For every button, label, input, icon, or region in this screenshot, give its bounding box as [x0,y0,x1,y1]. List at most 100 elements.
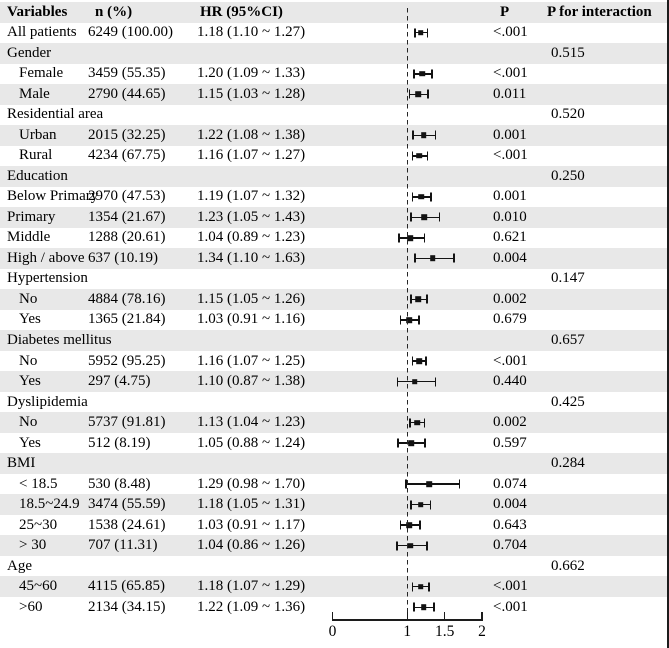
ci-cap-high [425,541,428,551]
hr-point-marker [408,440,414,446]
row-n-value: 2790 (44.65) [88,85,166,102]
table-row: 45~60 4115 (65.85) 1.18 (1.07 ~ 1.29) <.001 [0,576,667,597]
row-plot-cell [332,248,490,269]
row-p-interaction-value: 0.657 [551,332,585,348]
row-plot-cell [332,392,490,413]
header-row: Variables n (%) HR (95%CI) P P for inter… [0,2,667,23]
row-p-interaction-value: 0.662 [551,557,585,574]
row-label: Primary [7,208,56,225]
row-p-value: 0.679 [493,311,527,328]
hr-point-marker [417,583,424,590]
hr-point-marker [426,481,432,487]
row-n-value: 530 (8.48) [88,475,151,492]
ci-cap-high [424,438,427,448]
ci-cap-high [428,582,430,592]
hr-point-marker [414,419,420,426]
x-axis-tick [406,612,408,621]
x-axis-tick-label: 2 [478,623,486,640]
row-n-value: 4234 (67.75) [88,147,166,164]
table-row: Urban 2015 (32.25) 1.22 (1.08 ~ 1.38) 0.001 [0,125,667,146]
row-hr-ci-text: 1.05 (0.88 ~ 1.24) [197,434,306,451]
hr-point-marker [407,542,414,549]
row-n-value: 4884 (78.16) [88,290,166,307]
ci-cap-high [433,602,435,612]
hr-point-marker [415,91,422,98]
ci-cap-high [426,28,429,38]
row-label: Female [19,65,64,82]
row-hr-ci-text: 1.15 (1.03 ~ 1.28) [197,85,306,102]
row-p-interaction-value: 0.425 [551,393,585,410]
row-plot-cell [332,371,490,392]
hr-point-marker [420,604,427,610]
ci-cap-low [410,500,412,510]
row-n-value: 3459 (55.35) [88,65,166,82]
row-label: < 18.5 [19,475,58,492]
ci-cap-low [410,294,412,304]
table-row: No 5952 (95.25) 1.16 (1.07 ~ 1.25) <.001 [0,351,667,372]
table-row: Below Primary 2970 (47.53) 1.19 (1.07 ~ 1.… [0,187,667,208]
ci-cap-high [426,151,429,161]
ci-cap-low [413,28,416,38]
table-row: No 4884 (78.16) 1.15 (1.05 ~ 1.26) 0.002 [0,289,667,310]
row-p-interaction-value: 0.284 [551,455,585,472]
table-row: > 30 707 (11.31) 1.04 (0.86 ~ 1.26) 0.704 [0,535,667,556]
table-row: < 18.5 530 (8.48) 1.29 (0.98 ~ 1.70) 0.074 [0,474,667,495]
row-label: BMI [7,455,36,472]
row-hr-ci-text: 1.23 (1.05 ~ 1.43) [197,208,306,225]
row-n-value: 512 (8.19) [88,434,151,451]
hr-point-marker [411,378,418,385]
row-hr-ci-text: 1.22 (1.09 ~ 1.36) [197,598,306,615]
ci-cap-low [411,151,414,161]
row-label: Rural [19,147,53,164]
row-hr-ci-text: 1.03 (0.91 ~ 1.16) [197,311,306,328]
row-plot-cell [332,105,490,126]
ci-cap-high [429,500,432,510]
row-label: Education [7,167,68,184]
hr-point-marker [407,235,414,241]
col-header-p-interaction: P for interaction [547,3,652,20]
row-p-value: 0.001 [493,188,527,205]
ci-cap-low [396,377,399,387]
row-plot-cell [332,433,490,454]
row-label: Yes [19,373,41,390]
row-hr-ci-text: 1.16 (1.07 ~ 1.25) [197,352,306,369]
hr-point-marker [418,194,425,200]
row-p-interaction-value: 0.520 [551,106,585,123]
table-row: BMI 0.284 [0,453,667,474]
col-header-hr: HR (95%CI) [200,3,283,20]
row-plot-cell [332,535,490,556]
reference-line [406,8,408,614]
row-p-value: 0.010 [493,208,527,225]
row-n-value: 6249 (100.00) [88,24,173,41]
ci-cap-low [412,130,415,140]
row-n-value: 1354 (21.67) [88,208,166,225]
table-row: No 5737 (91.81) 1.13 (1.04 ~ 1.23) 0.002 [0,412,667,433]
row-plot-cell [332,146,490,167]
row-plot-cell [332,310,490,331]
x-axis-tick [481,612,483,621]
row-p-value: 0.011 [493,85,527,102]
x-axis-tick-label: 0 [328,623,337,640]
ci-cap-low [398,233,400,243]
row-plot-cell [332,515,490,536]
ci-cap-low [411,356,414,366]
hr-point-marker [429,255,436,262]
row-plot-cell [332,597,490,618]
row-label: Residential area [7,106,104,123]
row-label: > 30 [19,537,47,554]
hr-point-marker [417,501,424,508]
hr-point-marker [421,214,428,221]
row-plot-cell [332,84,490,105]
ci-cap-low [399,520,402,530]
row-n-value: 637 (10.19) [88,249,158,266]
hr-point-marker [406,317,413,323]
row-hr-ci-text: 1.03 (0.91 ~ 1.17) [197,516,306,533]
ci-cap-low [408,89,411,99]
ci-cap-high [425,356,427,366]
table-row: High / above 637 (10.19) 1.34 (1.10 ~ 1.63… [0,248,667,269]
row-label: All patients [7,24,77,41]
ci-cap-low [397,438,400,448]
table-row: >60 2134 (34.15) 1.22 (1.09 ~ 1.36) <.001 [0,597,667,618]
row-label: Below Primary [7,188,99,205]
row-plot-cell [332,228,490,249]
